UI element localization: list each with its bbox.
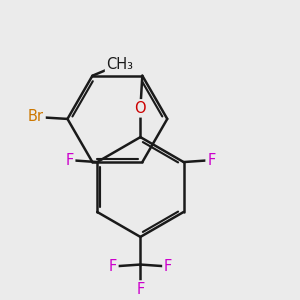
Text: F: F [207,153,215,168]
Text: F: F [109,259,117,274]
Text: F: F [164,259,172,274]
Text: O: O [135,101,146,116]
Text: F: F [65,153,74,168]
Text: CH₃: CH₃ [106,57,134,72]
Text: F: F [136,282,145,297]
Text: Br: Br [28,110,44,124]
